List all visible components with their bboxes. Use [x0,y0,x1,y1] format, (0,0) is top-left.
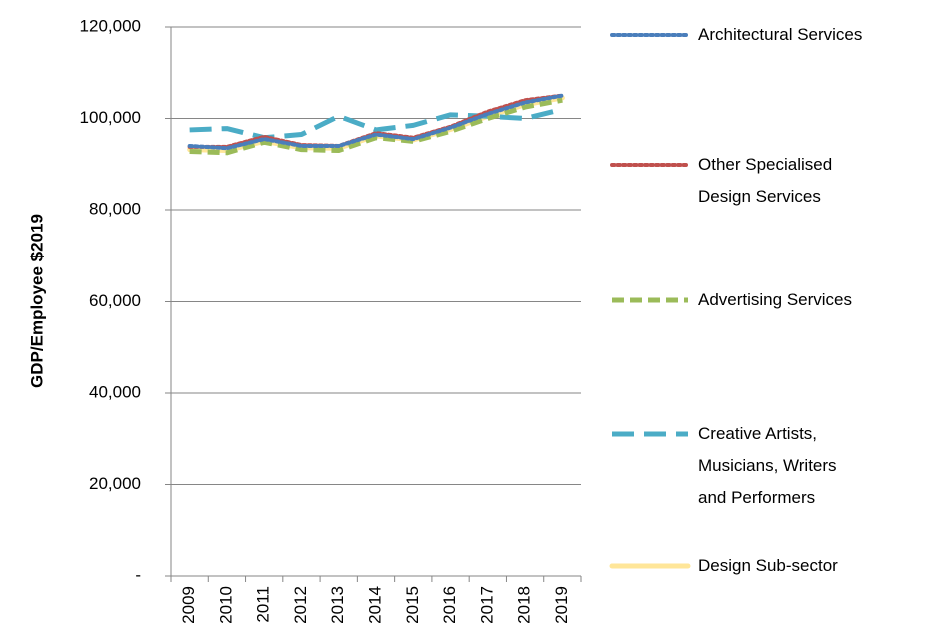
series-line [189,106,563,141]
x-tick-label: 2010 [216,586,235,624]
y-tick-label: 80,000 [89,199,141,218]
x-tick-label: 2012 [291,586,310,624]
legend-label: Advertising Services [698,290,853,309]
x-tick-label: 2018 [515,586,534,624]
y-tick-label: 100,000 [80,108,141,127]
x-tick-label: 2009 [179,586,198,624]
y-axis-label: GDP/Employee $2019 [27,214,46,388]
legend-label: Architectural Services [698,25,863,44]
y-tick-label: 20,000 [89,474,141,493]
x-tick-label: 2017 [477,586,496,624]
x-tick-label: 2014 [365,586,384,624]
x-tick-label: 2019 [552,586,571,624]
legend-label: Other Specialised Design Services [698,155,833,206]
legend-label: Design Sub-sector [698,556,838,575]
x-tick-label: 2016 [440,586,459,624]
y-tick-label: 120,000 [80,16,141,35]
legend-label: Creative Artists, Musicians, Writers and… [698,424,837,507]
x-tick-label: 2015 [403,586,422,624]
series-line [189,97,563,156]
x-tick-label: 2011 [254,586,273,623]
series-line [187,93,565,151]
y-tick-label: 40,000 [89,382,141,401]
y-tick-label: - [135,565,141,584]
x-tick-label: 2013 [328,586,347,624]
y-tick-label: 60,000 [89,291,141,310]
